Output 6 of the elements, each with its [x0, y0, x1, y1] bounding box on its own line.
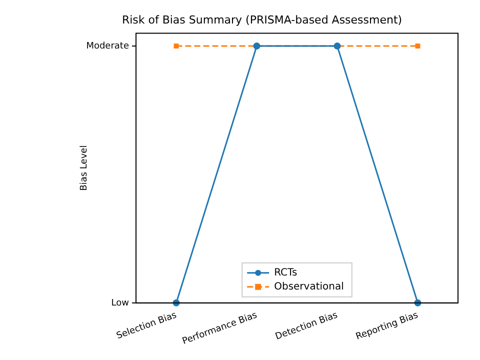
y-axis-title: Bias Level [79, 145, 90, 191]
legend-label: Observational [274, 282, 344, 293]
text: Low [111, 298, 129, 308]
legend-label: RCTs [274, 268, 298, 279]
chart-title: Risk of Bias Summary (PRISMA-based Assessment) [122, 13, 402, 26]
text: Moderate [86, 41, 130, 52]
